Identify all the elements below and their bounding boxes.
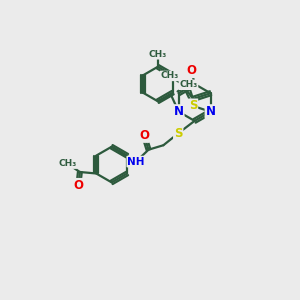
Text: N: N xyxy=(206,105,215,118)
Text: S: S xyxy=(174,127,182,140)
Text: O: O xyxy=(187,64,196,77)
Text: CH₃: CH₃ xyxy=(58,159,76,168)
Text: CH₃: CH₃ xyxy=(179,80,197,89)
Text: S: S xyxy=(189,100,197,112)
Text: CH₃: CH₃ xyxy=(160,71,179,80)
Text: NH: NH xyxy=(127,157,145,166)
Text: O: O xyxy=(74,179,83,192)
Text: CH₃: CH₃ xyxy=(149,50,167,59)
Text: N: N xyxy=(174,105,184,118)
Text: O: O xyxy=(139,129,149,142)
